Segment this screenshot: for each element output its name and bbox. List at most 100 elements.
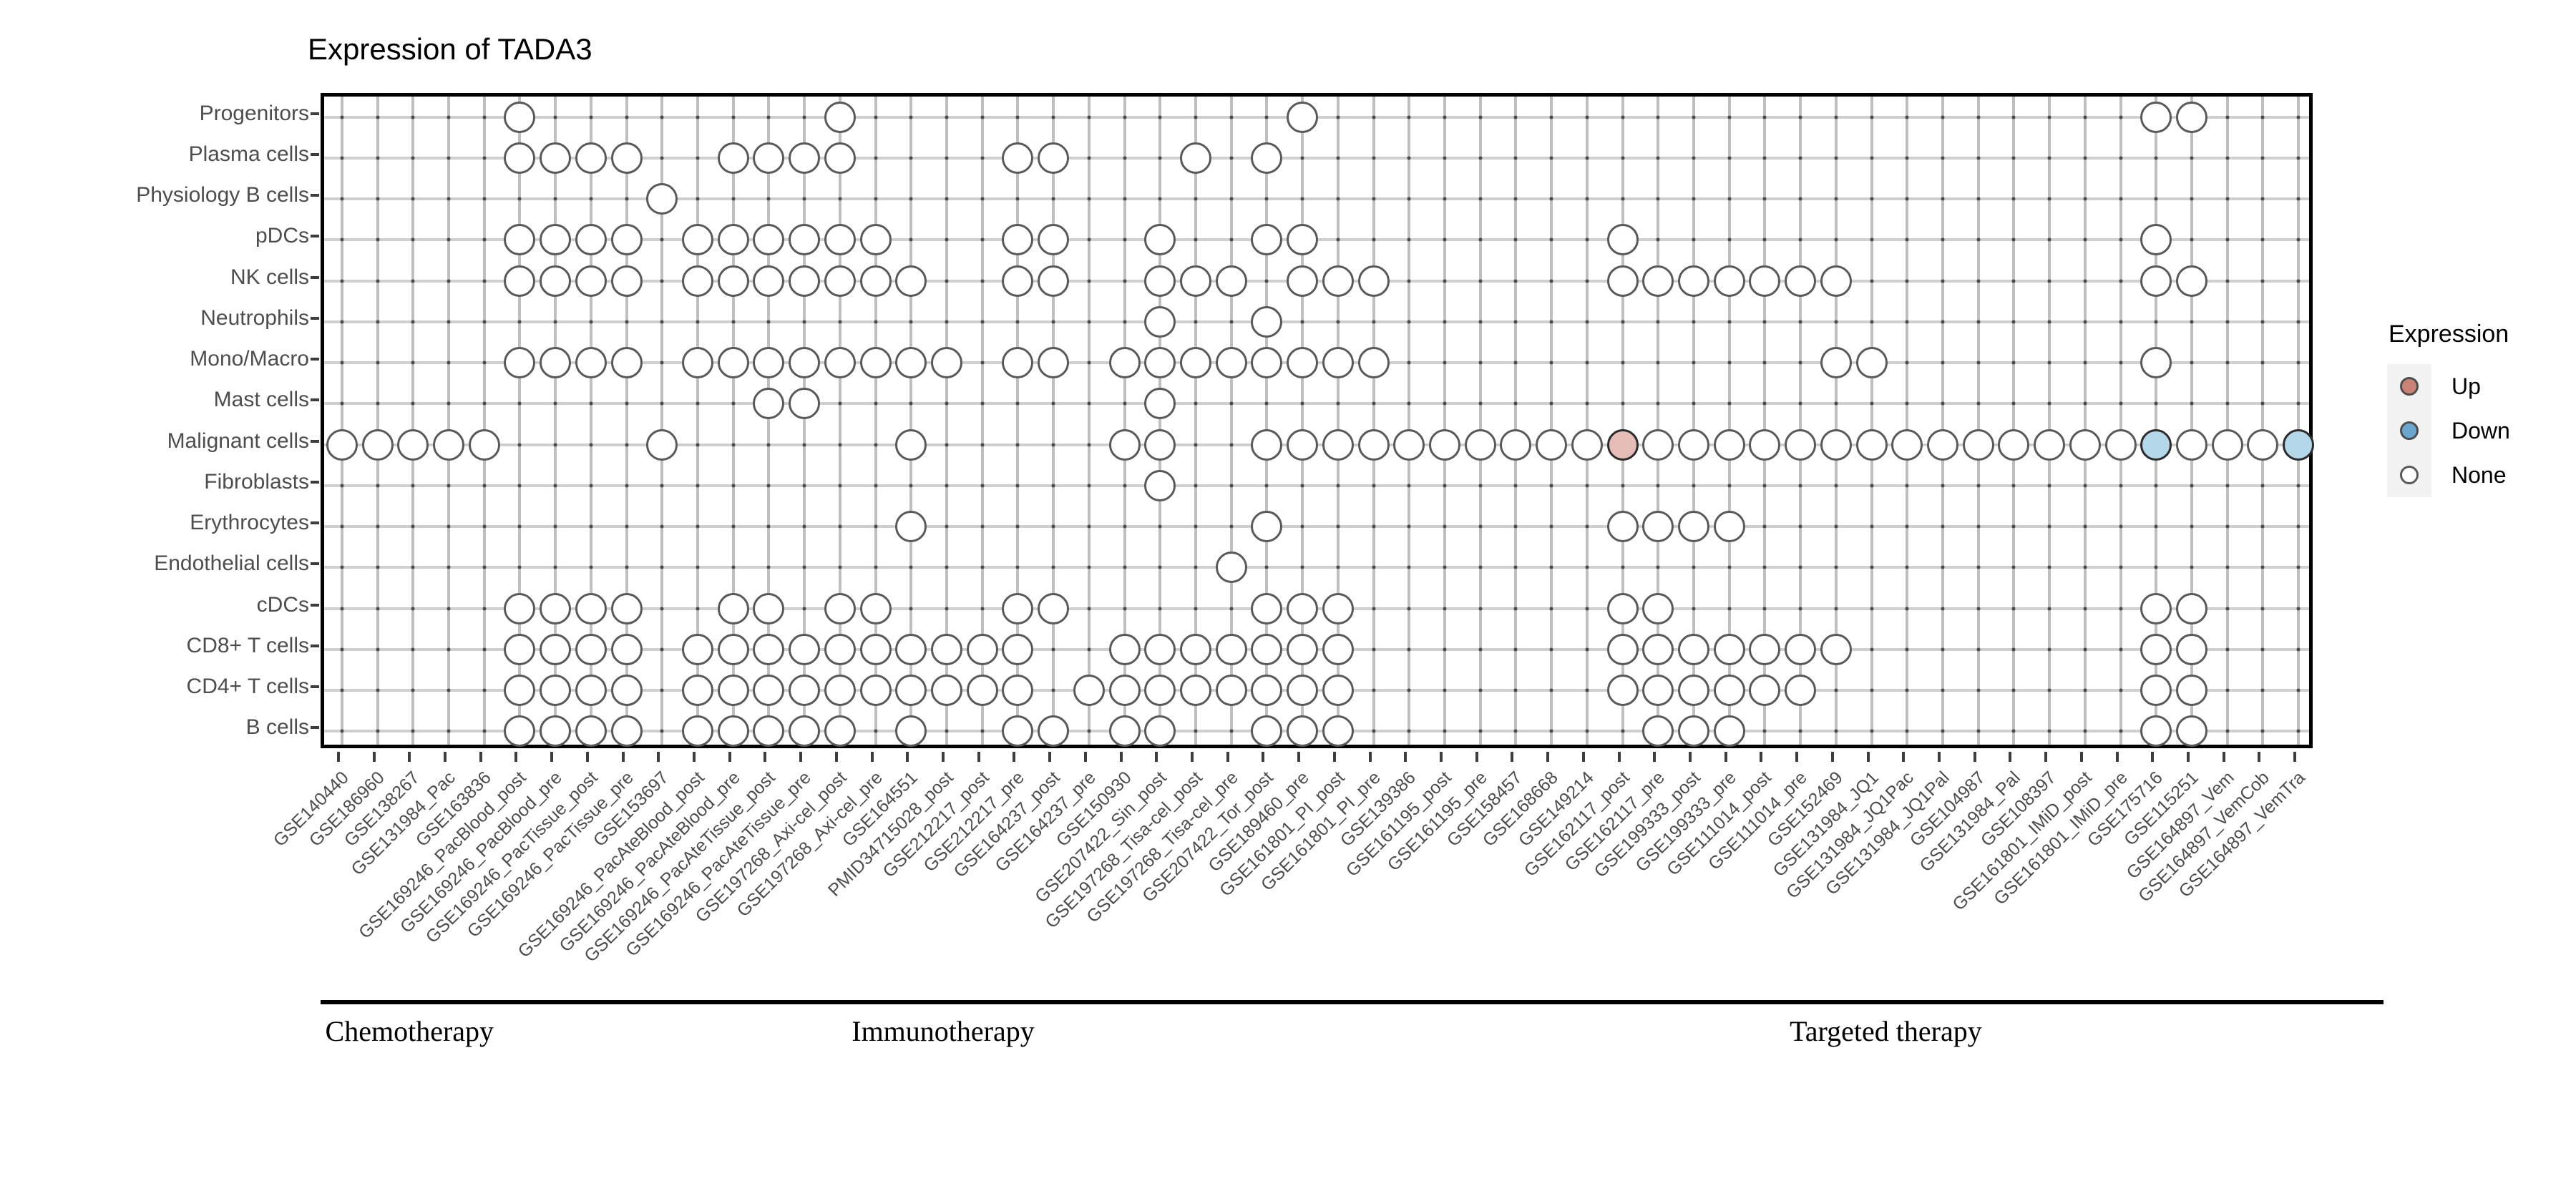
expression-dot[interactable] bbox=[717, 675, 749, 707]
expression-dot[interactable] bbox=[2211, 428, 2243, 461]
expression-dot[interactable] bbox=[717, 715, 749, 748]
expression-dot[interactable] bbox=[504, 101, 536, 133]
expression-dot[interactable] bbox=[931, 633, 962, 665]
expression-dot[interactable] bbox=[1215, 347, 1247, 379]
expression-dot[interactable] bbox=[717, 633, 749, 665]
expression-dot[interactable] bbox=[575, 347, 607, 379]
expression-dot[interactable] bbox=[1038, 715, 1070, 748]
expression-dot[interactable] bbox=[1678, 633, 1709, 665]
expression-dot[interactable] bbox=[575, 675, 607, 707]
expression-dot[interactable] bbox=[1002, 715, 1034, 748]
expression-dot[interactable] bbox=[1144, 305, 1176, 338]
expression-dot[interactable] bbox=[789, 715, 821, 748]
expression-dot[interactable] bbox=[504, 715, 536, 748]
expression-dot[interactable] bbox=[2140, 592, 2172, 624]
expression-dot[interactable] bbox=[789, 265, 821, 297]
expression-dot[interactable] bbox=[504, 224, 536, 256]
expression-dot[interactable] bbox=[1785, 675, 1817, 707]
expression-dot[interactable] bbox=[433, 428, 464, 461]
expression-dot[interactable] bbox=[1571, 428, 1603, 461]
expression-dot[interactable] bbox=[1713, 633, 1745, 665]
expression-dot[interactable] bbox=[1642, 633, 1674, 665]
expression-dot[interactable] bbox=[895, 633, 927, 665]
expression-dot[interactable] bbox=[575, 592, 607, 624]
expression-dot[interactable] bbox=[1287, 592, 1319, 624]
expression-dot[interactable] bbox=[1322, 592, 1354, 624]
expression-dot[interactable] bbox=[610, 224, 643, 256]
expression-dot[interactable] bbox=[682, 675, 713, 707]
expression-dot[interactable] bbox=[1287, 633, 1319, 665]
expression-dot[interactable] bbox=[1108, 715, 1141, 748]
expression-dot[interactable] bbox=[1251, 511, 1283, 543]
expression-dot[interactable] bbox=[1429, 428, 1460, 461]
expression-dot[interactable] bbox=[1855, 347, 1888, 379]
expression-dot[interactable] bbox=[504, 347, 536, 379]
expression-dot[interactable] bbox=[504, 633, 536, 665]
expression-dot[interactable] bbox=[859, 592, 892, 624]
expression-dot[interactable] bbox=[1713, 511, 1745, 543]
expression-dot[interactable] bbox=[1322, 633, 1354, 665]
expression-dot[interactable] bbox=[1713, 675, 1745, 707]
expression-dot[interactable] bbox=[575, 142, 607, 174]
expression-dot[interactable] bbox=[1002, 633, 1034, 665]
expression-dot[interactable] bbox=[2176, 675, 2207, 707]
expression-dot[interactable] bbox=[1251, 142, 1283, 174]
expression-dot[interactable] bbox=[1642, 428, 1674, 461]
expression-dot[interactable] bbox=[1642, 675, 1674, 707]
expression-dot[interactable] bbox=[824, 142, 856, 174]
legend-item[interactable]: Down bbox=[2387, 408, 2566, 453]
expression-dot[interactable] bbox=[1287, 715, 1319, 748]
expression-dot[interactable] bbox=[1891, 428, 1923, 461]
expression-dot[interactable] bbox=[1287, 675, 1319, 707]
expression-dot[interactable] bbox=[824, 347, 856, 379]
expression-dot[interactable] bbox=[1927, 428, 1958, 461]
expression-dot[interactable] bbox=[1642, 592, 1674, 624]
expression-dot[interactable] bbox=[540, 347, 572, 379]
expression-dot[interactable] bbox=[753, 592, 785, 624]
expression-dot[interactable] bbox=[789, 347, 821, 379]
expression-dot[interactable] bbox=[931, 675, 962, 707]
expression-dot[interactable] bbox=[859, 265, 892, 297]
expression-dot[interactable] bbox=[895, 428, 927, 461]
expression-dot[interactable] bbox=[1144, 428, 1176, 461]
expression-dot[interactable] bbox=[1038, 265, 1070, 297]
expression-dot[interactable] bbox=[895, 511, 927, 543]
expression-dot[interactable] bbox=[682, 633, 713, 665]
expression-dot[interactable] bbox=[1287, 265, 1319, 297]
expression-dot[interactable] bbox=[1251, 347, 1283, 379]
expression-dot[interactable] bbox=[1251, 592, 1283, 624]
expression-dot[interactable] bbox=[1998, 428, 2030, 461]
expression-dot[interactable] bbox=[789, 142, 821, 174]
expression-dot[interactable] bbox=[824, 675, 856, 707]
expression-dot[interactable] bbox=[1073, 675, 1105, 707]
expression-dot[interactable] bbox=[2176, 715, 2207, 748]
expression-dot[interactable] bbox=[1606, 224, 1639, 256]
expression-dot[interactable] bbox=[1108, 428, 1141, 461]
expression-dot[interactable] bbox=[610, 142, 643, 174]
expression-dot[interactable] bbox=[824, 592, 856, 624]
expression-dot[interactable] bbox=[1287, 224, 1319, 256]
expression-dot[interactable] bbox=[540, 265, 572, 297]
expression-dot[interactable] bbox=[824, 224, 856, 256]
expression-dot[interactable] bbox=[610, 715, 643, 748]
expression-dot[interactable] bbox=[717, 265, 749, 297]
expression-dot[interactable] bbox=[2140, 633, 2172, 665]
expression-dot[interactable] bbox=[1357, 347, 1390, 379]
expression-dot[interactable] bbox=[753, 388, 785, 420]
expression-dot[interactable] bbox=[1357, 265, 1390, 297]
expression-dot[interactable] bbox=[610, 592, 643, 624]
legend-item[interactable]: None bbox=[2387, 453, 2566, 497]
expression-dot[interactable] bbox=[1678, 265, 1709, 297]
expression-dot[interactable] bbox=[753, 224, 785, 256]
expression-dot[interactable] bbox=[1002, 347, 1034, 379]
expression-dot[interactable] bbox=[504, 675, 536, 707]
expression-dot[interactable] bbox=[1180, 347, 1211, 379]
expression-dot[interactable] bbox=[2176, 633, 2207, 665]
expression-dot[interactable] bbox=[2140, 715, 2172, 748]
expression-dot[interactable] bbox=[397, 428, 429, 461]
expression-dot[interactable] bbox=[1144, 469, 1176, 501]
expression-dot[interactable] bbox=[1038, 224, 1070, 256]
expression-dot[interactable] bbox=[1251, 715, 1283, 748]
expression-dot[interactable] bbox=[2140, 224, 2172, 256]
expression-dot[interactable] bbox=[610, 347, 643, 379]
